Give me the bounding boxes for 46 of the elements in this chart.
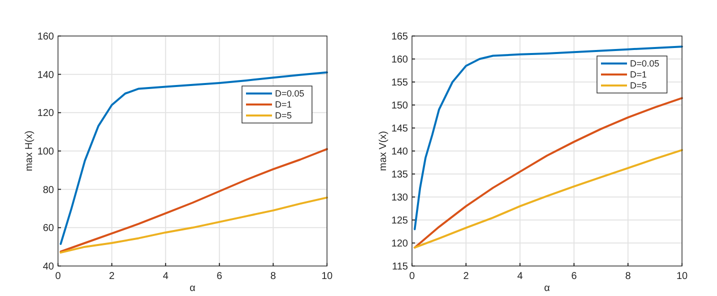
x-axis-title: α [544,283,550,294]
y-tick-label: 100 [37,146,54,158]
line-series [414,46,683,230]
x-tick-label: 2 [109,271,116,282]
y-tick-label: 120 [37,108,54,120]
legend-label: D=1 [630,70,647,80]
y-tick-label: 140 [37,70,54,81]
legend-label: D=1 [275,100,292,110]
x-tick-label: 0 [55,271,62,282]
y-tick-label: 150 [391,100,408,112]
legend-label: D=5 [275,110,292,120]
x-tick-label: 0 [409,271,416,282]
line-series [60,196,328,254]
x-tick-label: 4 [162,271,169,282]
y-tick-label: 140 [391,146,408,158]
legend-label: D=0.05 [275,88,304,98]
x-tick-label: 6 [216,271,223,282]
line-series [414,149,683,249]
y-tick-label: 160 [37,32,54,42]
y-tick-label: 135 [391,170,408,180]
y-tick-label: 80 [42,184,54,196]
y-tick-label: 120 [391,238,408,250]
legend-label: D=5 [630,80,647,90]
y-tick-label: 115 [392,262,408,272]
y-tick-label: 165 [391,32,408,42]
legend-label: D=0.05 [630,58,660,68]
line-series [414,97,683,249]
x-tick-label: 6 [571,271,578,282]
y-tick-label: 160 [391,54,408,66]
x-tick-label: 10 [676,271,688,282]
y-axis-title: max H(x) [24,130,35,172]
line-series [60,148,328,253]
y-tick-label: 40 [42,262,54,272]
y-tick-label: 125 [391,216,408,226]
y-axis-title: max V(x) [378,131,389,171]
y-tick-label: 130 [391,192,408,204]
x-tick-label: 4 [517,271,524,282]
line-series [60,71,328,245]
x-tick-label: 2 [463,271,470,282]
y-tick-label: 60 [42,223,54,234]
x-axis-title: α [190,283,196,294]
x-tick-label: 10 [321,271,333,282]
x-tick-label: 8 [270,271,276,282]
y-tick-label: 155 [391,78,408,88]
x-tick-label: 8 [625,271,632,282]
y-tick-label: 145 [391,124,408,134]
